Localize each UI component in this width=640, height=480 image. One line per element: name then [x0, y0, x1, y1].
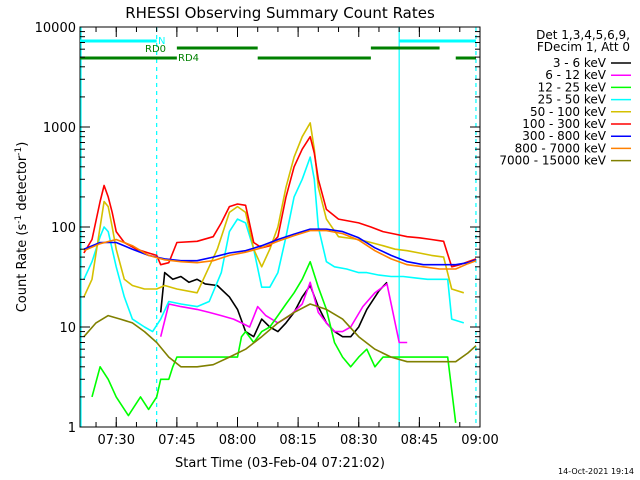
y-tick-label: 10 [59, 321, 76, 336]
y-axis-label-part3: ) [15, 142, 30, 147]
flag-label-n: N [158, 36, 165, 47]
flag-label-rd4: RD4 [178, 53, 199, 64]
x-tick-label: 07:45 [158, 433, 195, 448]
legend-label: 3 - 6 keV [553, 56, 607, 70]
legend-label: 12 - 25 keV [538, 80, 607, 94]
y-tick-label: 1 [68, 421, 76, 436]
x-tick-label: 08:15 [279, 433, 316, 448]
series-line-2 [91, 260, 457, 423]
series-group [83, 122, 477, 423]
y-tick-label: 100 [51, 221, 76, 236]
series-line-7 [83, 229, 477, 270]
legend-label: 100 - 300 keV [522, 117, 606, 131]
legend-label: 300 - 800 keV [522, 129, 606, 143]
x-tick-label: 07:30 [98, 433, 135, 448]
series-line-3 [83, 156, 465, 333]
series-line-4 [83, 122, 465, 298]
series-line-0 [159, 271, 388, 338]
legend-label: 25 - 50 keV [538, 93, 607, 107]
legend-label: 6 - 12 keV [545, 68, 607, 82]
x-tick-label: 08:00 [219, 433, 256, 448]
x-tick-label: 09:00 [461, 433, 498, 448]
legend-label: 7000 - 15000 keV [499, 154, 606, 168]
legend-label: 800 - 7000 keV [515, 141, 607, 155]
series-line-6 [83, 228, 477, 266]
x-axis: 07:30 07:45 08:00 08:15 08:30 08:45 09:00 [95, 27, 499, 448]
flag-label-rd0: RD0 [145, 44, 166, 55]
y-axis-label: Count Rate (s-1 detector-1) [14, 142, 30, 313]
y-axis-label-part1: Count Rate (s [15, 224, 30, 313]
series-line-8 [83, 303, 477, 368]
legend: Det 1,3,4,5,6,9, FDecim 1, Att 0 3 - 6 k… [499, 28, 631, 168]
y-axis-label-sup2: -1 [14, 147, 24, 156]
y-tick-label: 1000 [43, 121, 76, 136]
x-tick-label: 08:30 [340, 433, 377, 448]
footer-date: 14-Oct-2021 19:14 [558, 467, 634, 476]
series-line-5 [83, 135, 477, 268]
y-tick-label: 10000 [35, 21, 76, 36]
legend-header-line-2: FDecim 1, Att 0 [537, 40, 630, 54]
chart-title: RHESSI Observing Summary Count Rates [125, 4, 435, 22]
y-axis: 1 10 100 1000 10000 [35, 21, 480, 436]
x-axis-label: Start Time (03-Feb-04 07:21:02) [175, 456, 385, 471]
legend-label: 50 - 100 keV [530, 105, 607, 119]
y-axis-label-sup1: -1 [14, 215, 24, 224]
legend-header-line-1: Det 1,3,4,5,6,9, [536, 28, 630, 42]
y-axis-label-part2: detector [15, 155, 30, 215]
x-tick-label: 08:45 [401, 433, 438, 448]
